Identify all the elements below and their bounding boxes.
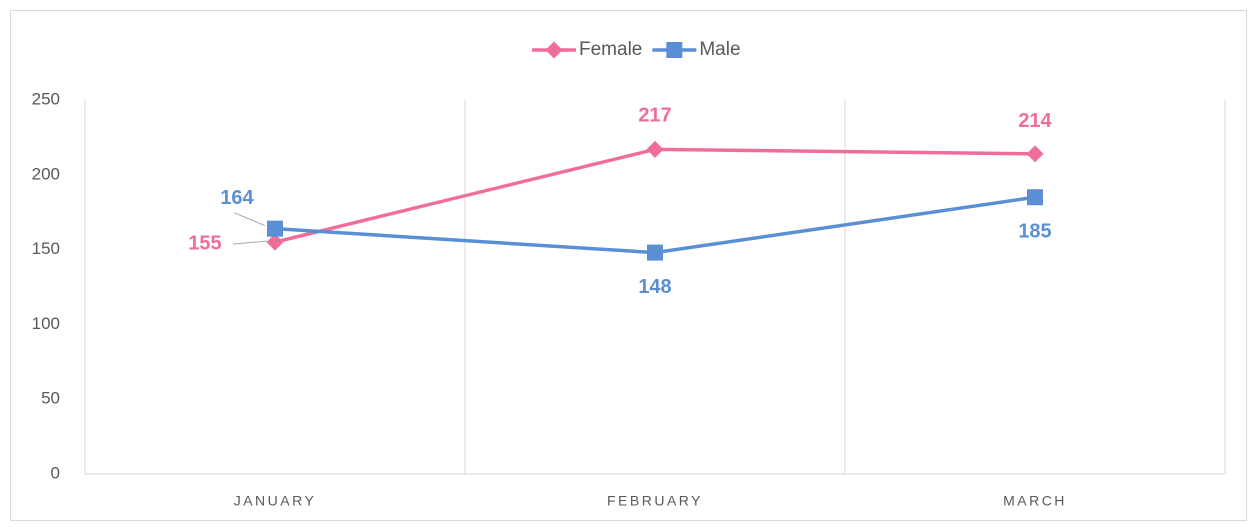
y-tick-label: 150 [32, 239, 60, 258]
data-label: 148 [638, 276, 671, 298]
legend-label: Female [579, 39, 642, 60]
y-tick-label: 200 [32, 164, 60, 183]
marker-diamond [266, 233, 284, 251]
marker-square [647, 244, 663, 261]
chart-border [10, 10, 1247, 521]
leader-line [233, 212, 266, 227]
legend: Female Male [532, 39, 741, 60]
data-label: 214 [1018, 110, 1052, 132]
leader-line [232, 240, 268, 245]
data-label: 155 [188, 232, 221, 254]
y-tick-label: 0 [51, 463, 60, 482]
y-tick-label: 50 [41, 389, 60, 408]
x-tick-label: FEBRUARY [607, 493, 703, 509]
x-tick-label: MARCH [1003, 493, 1067, 509]
legend-marker [666, 42, 683, 58]
marker-square [1027, 189, 1043, 206]
legend-marker [545, 41, 563, 59]
legend-label: Male [699, 39, 740, 60]
marker-square [267, 220, 283, 237]
marker-diamond [646, 140, 664, 158]
y-tick-label: 250 [32, 89, 60, 108]
y-tick-label: 100 [32, 314, 60, 333]
x-tick-label: JANUARY [234, 493, 317, 509]
data-label: 217 [638, 105, 671, 127]
data-label: 185 [1018, 221, 1051, 243]
data-label: 164 [220, 187, 254, 209]
